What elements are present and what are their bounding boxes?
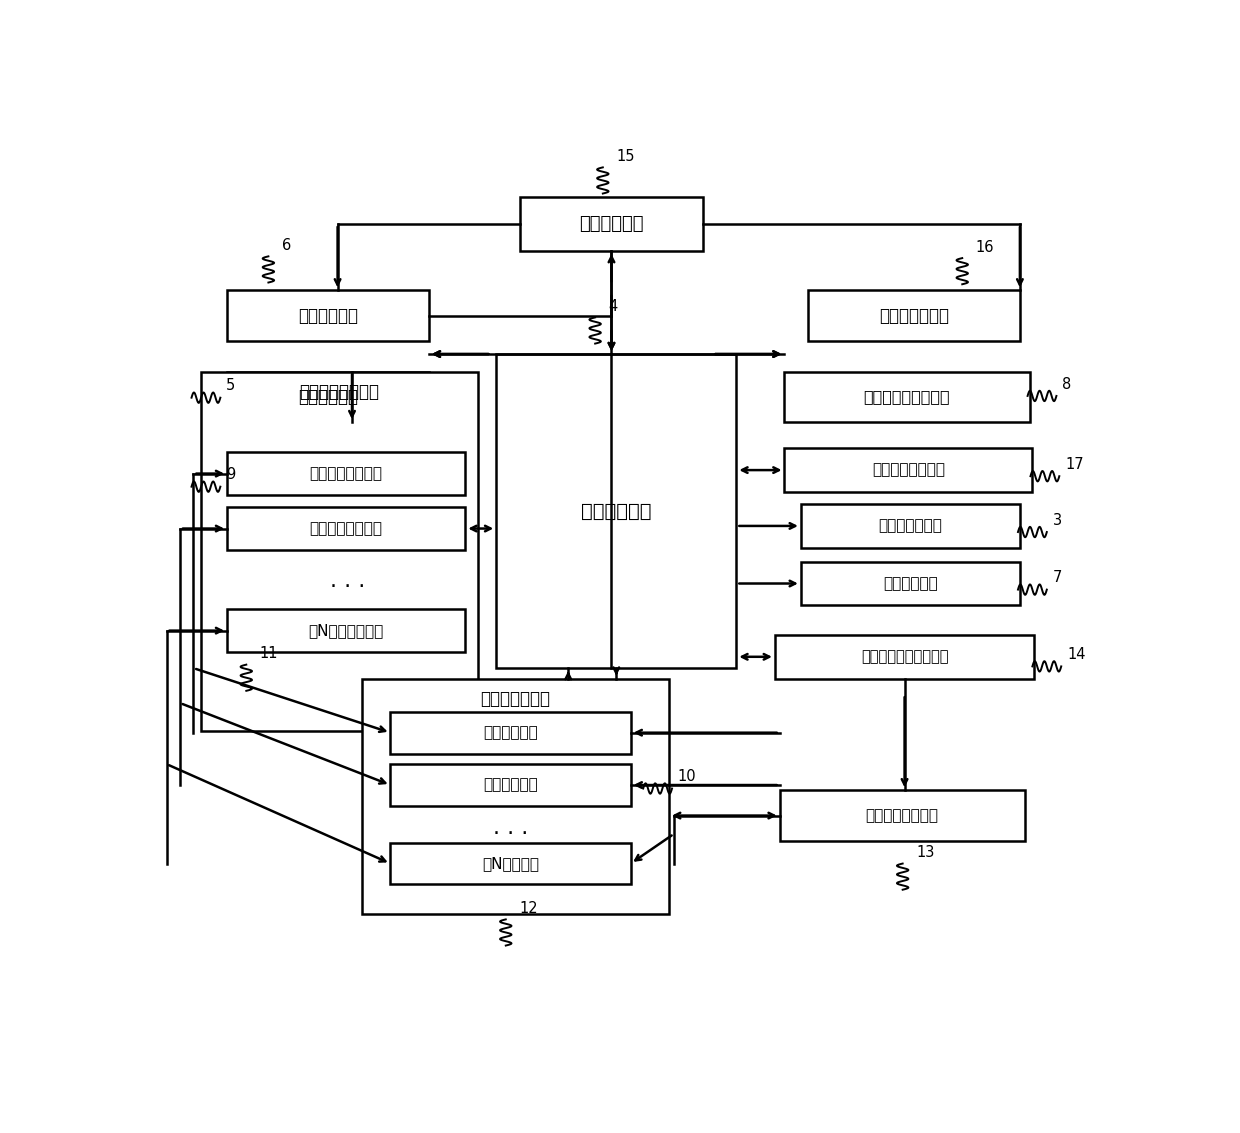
Text: 语音采集单元: 语音采集单元 xyxy=(298,307,358,325)
Text: 图像特征点信息库: 图像特征点信息库 xyxy=(866,808,939,823)
Text: 驾驶员体征检测单元: 驾驶员体征检测单元 xyxy=(864,390,950,404)
Text: 相似度计算单元: 相似度计算单元 xyxy=(480,690,551,708)
Bar xyxy=(227,290,429,341)
Text: 3: 3 xyxy=(1053,512,1061,528)
Text: · · ·: · · · xyxy=(330,577,365,597)
Text: 信息综合决策模块: 信息综合决策模块 xyxy=(872,462,945,478)
Bar xyxy=(801,504,1019,547)
Text: 4: 4 xyxy=(609,299,618,314)
Bar xyxy=(201,372,477,731)
Bar xyxy=(775,634,1034,679)
Text: 7: 7 xyxy=(1053,570,1061,586)
Text: 第二计算模块: 第二计算模块 xyxy=(484,777,538,792)
Text: 语音识别系统: 语音识别系统 xyxy=(579,215,644,233)
Bar xyxy=(227,506,465,551)
Text: 14: 14 xyxy=(1066,647,1085,662)
Text: 12: 12 xyxy=(520,901,538,915)
Text: 第一特征提取模块: 第一特征提取模块 xyxy=(310,466,383,482)
Text: 8: 8 xyxy=(1063,376,1071,392)
Text: 10: 10 xyxy=(678,769,697,784)
Text: 13: 13 xyxy=(916,845,935,860)
Text: 16: 16 xyxy=(976,239,994,255)
Text: 第二特征提取模块: 第二特征提取模块 xyxy=(310,521,383,536)
Text: · · ·: · · · xyxy=(494,824,528,844)
Bar xyxy=(785,449,1033,492)
Bar xyxy=(227,608,465,653)
Text: 第一计算模块: 第一计算模块 xyxy=(484,725,538,740)
Text: 声光警示单元: 声光警示单元 xyxy=(883,576,937,591)
Text: 第N特征提取模块: 第N特征提取模块 xyxy=(309,623,384,638)
Text: 特征向量提取单元: 特征向量提取单元 xyxy=(300,383,379,401)
Bar xyxy=(391,712,631,753)
Text: 5: 5 xyxy=(226,378,236,393)
Text: 语音信息对比库: 语音信息对比库 xyxy=(879,307,949,325)
Bar xyxy=(780,791,1024,841)
Text: 公交车制动单元: 公交车制动单元 xyxy=(878,519,942,534)
Bar xyxy=(227,372,429,423)
Bar xyxy=(785,372,1029,423)
Text: 9: 9 xyxy=(226,467,236,483)
Bar xyxy=(808,290,1019,341)
Text: 6: 6 xyxy=(281,238,291,253)
Bar xyxy=(362,679,670,914)
Bar xyxy=(521,197,703,252)
Bar xyxy=(227,452,465,495)
Text: 图像采集单元: 图像采集单元 xyxy=(298,387,358,406)
Bar xyxy=(391,843,631,885)
Text: 15: 15 xyxy=(616,148,635,164)
Text: 中央处理模块: 中央处理模块 xyxy=(582,502,651,520)
Text: 识别结果分析处理系统: 识别结果分析处理系统 xyxy=(861,649,949,664)
Bar xyxy=(801,562,1019,605)
Bar xyxy=(391,764,631,806)
Bar xyxy=(496,353,737,668)
Text: 11: 11 xyxy=(259,646,278,662)
Text: 第N计算模块: 第N计算模块 xyxy=(482,857,539,871)
Text: 17: 17 xyxy=(1065,457,1084,471)
